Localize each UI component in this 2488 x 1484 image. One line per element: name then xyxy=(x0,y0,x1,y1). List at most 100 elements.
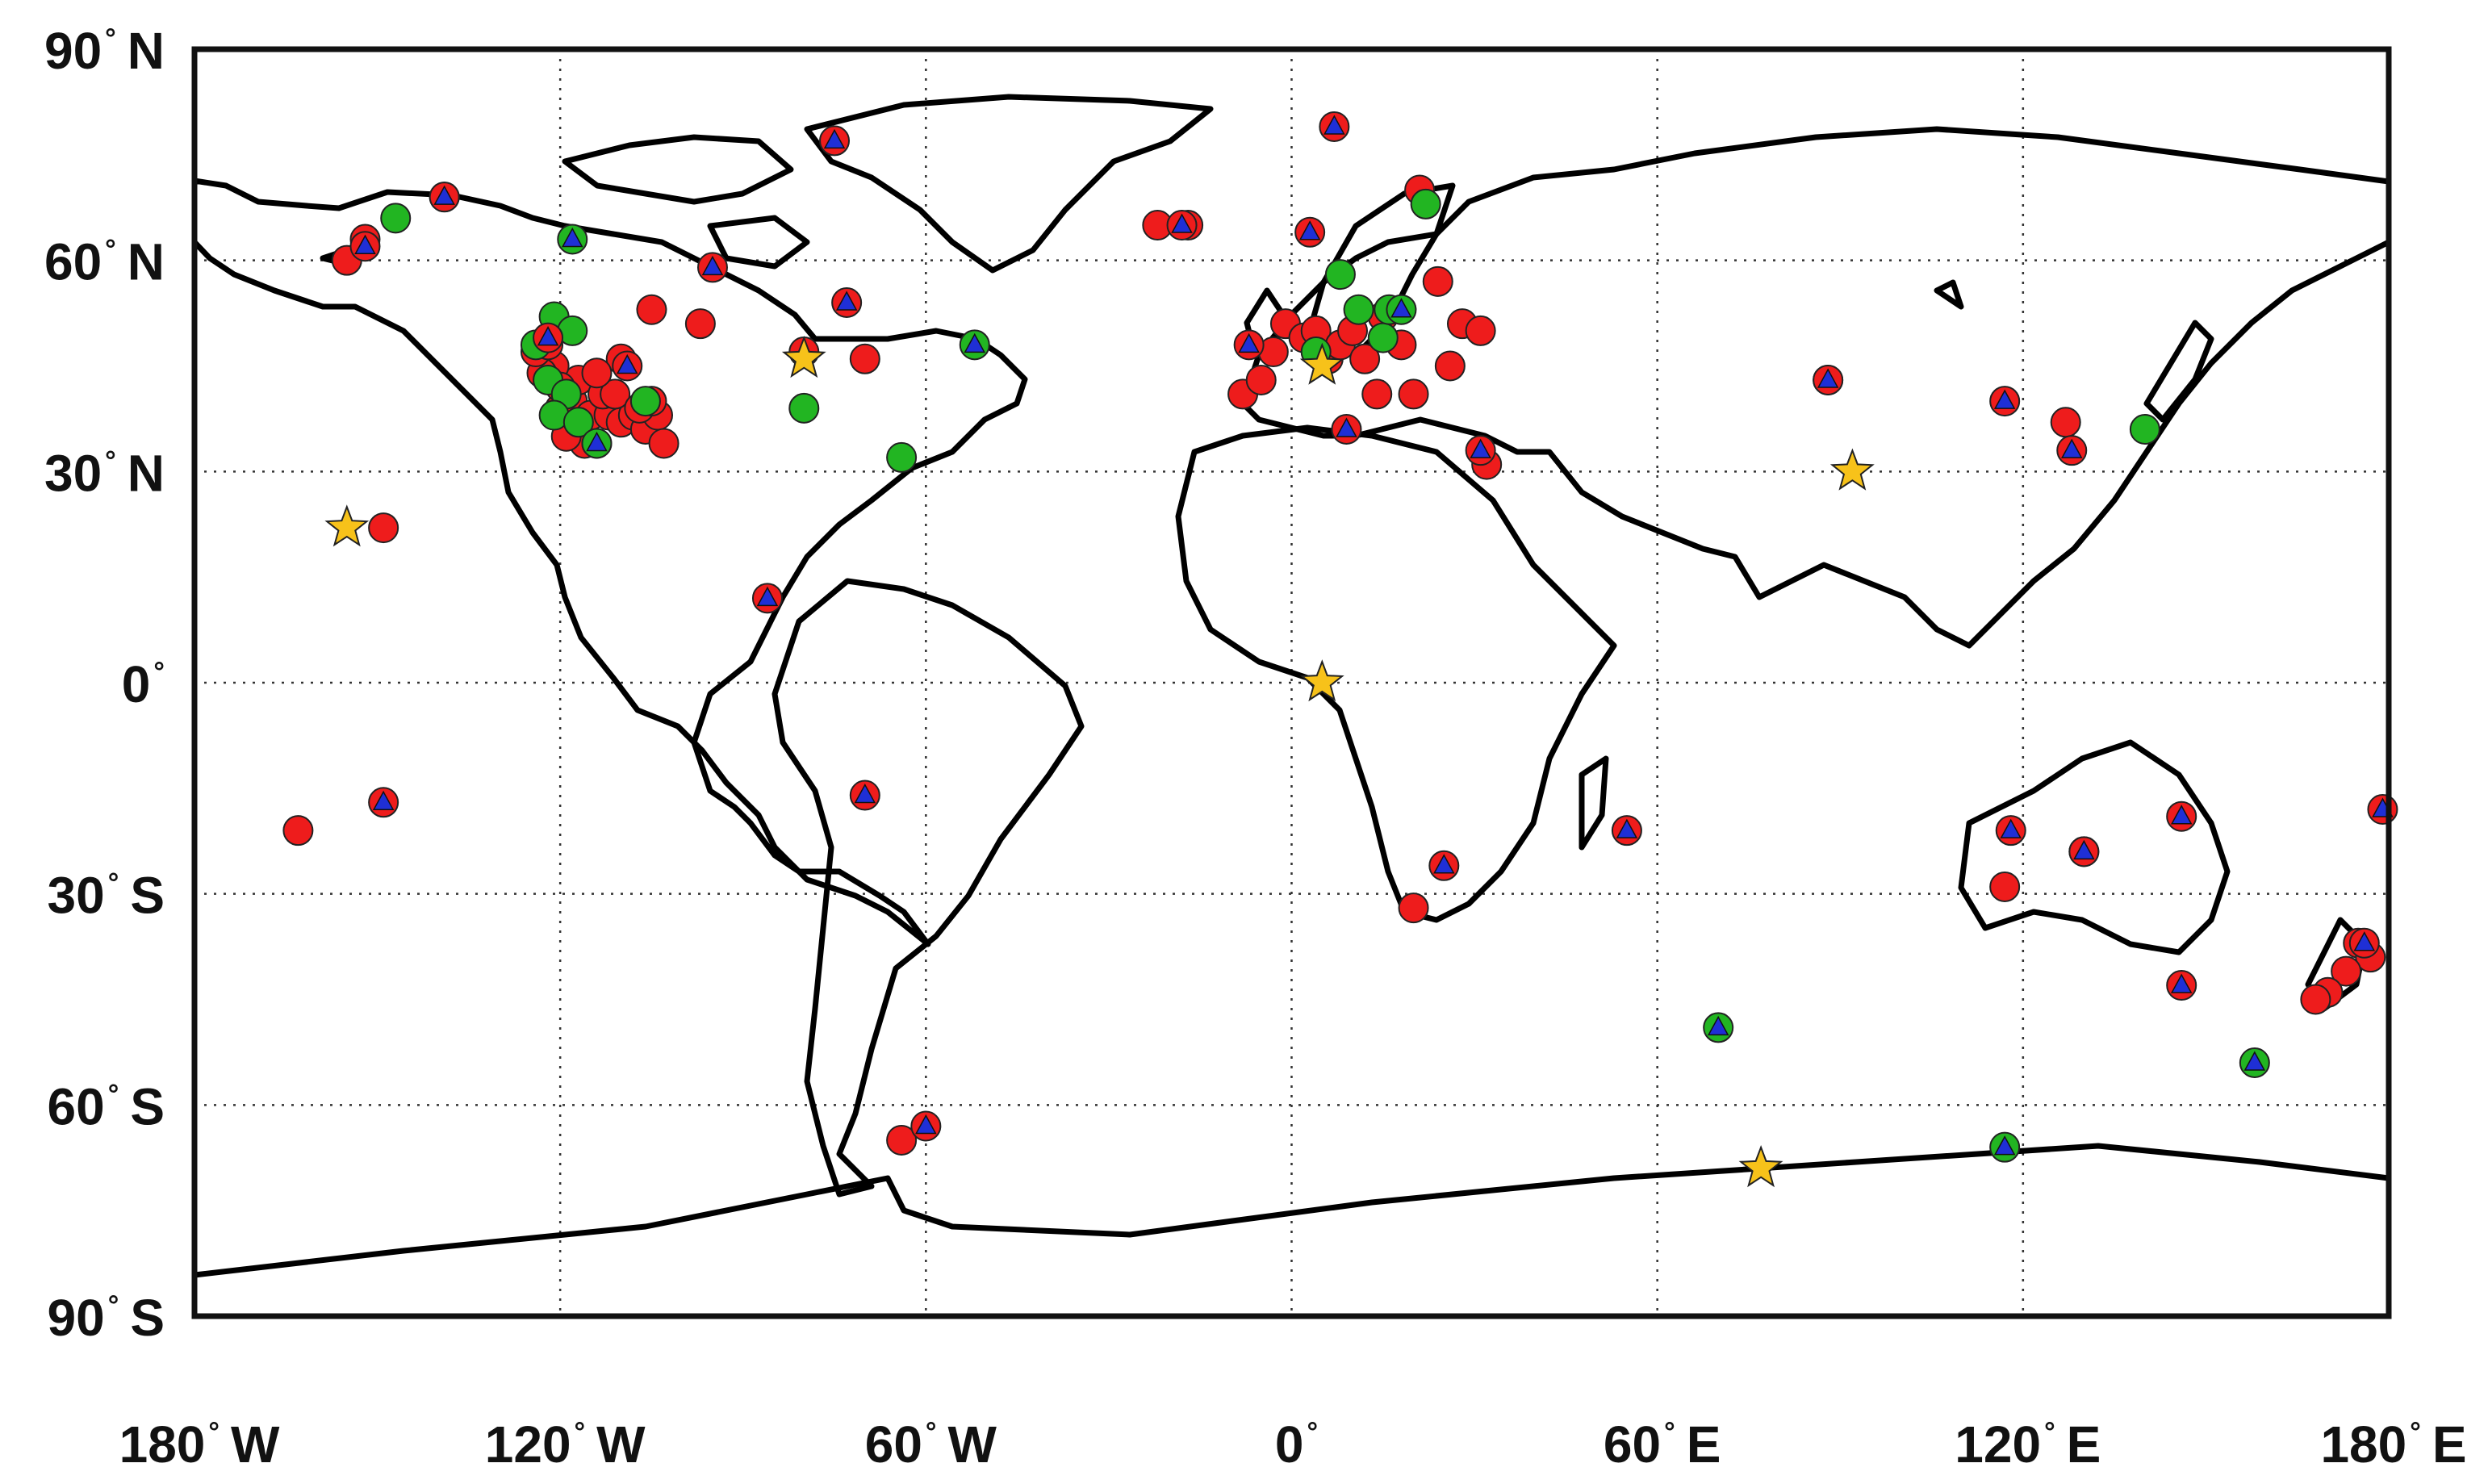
triangle-marker xyxy=(1616,818,1638,838)
triangle-marker xyxy=(1470,438,1491,458)
red-site-marker xyxy=(1398,378,1429,410)
triangle-marker xyxy=(756,586,779,607)
x-tick-label-value: 120 xyxy=(1955,1415,2041,1474)
green-site-marker xyxy=(2129,414,2160,445)
y-tick-label-value: 30 xyxy=(44,444,102,502)
x-tick-label-hemisphere: W xyxy=(231,1415,280,1474)
red-site-marker xyxy=(2050,407,2081,438)
coastline-greenland xyxy=(804,94,1214,274)
y-tick-label: 60 ° N xyxy=(44,233,165,291)
green-site-marker xyxy=(1343,294,1374,325)
y-tick-label: 90 ° N xyxy=(44,22,165,80)
triangle-marker xyxy=(1993,389,2016,409)
red-site-marker xyxy=(368,512,399,544)
triangle-marker xyxy=(1993,1135,2016,1156)
red-site-marker xyxy=(684,308,716,340)
red-site-marker xyxy=(1434,350,1466,382)
triangle-marker xyxy=(2243,1051,2266,1071)
graticule-grid xyxy=(194,49,2389,1316)
red-site-marker xyxy=(1398,892,1429,924)
x-tick-label-hemisphere: E xyxy=(2067,1415,2101,1474)
green-site-marker xyxy=(1410,188,1441,219)
degree-sign: ° xyxy=(2044,1417,2055,1448)
red-site-marker xyxy=(1361,378,1393,410)
red-site-marker xyxy=(282,815,314,847)
red-site-marker xyxy=(2300,984,2331,1015)
x-tick-label-value: 120 xyxy=(485,1415,571,1474)
triangle-marker xyxy=(1817,368,1839,388)
y-tick-label-value: 60 xyxy=(44,233,102,291)
triangle-marker xyxy=(2060,438,2083,458)
red-site-marker xyxy=(1349,343,1381,374)
degree-sign: ° xyxy=(926,1417,937,1448)
degree-sign: ° xyxy=(1664,1417,1675,1448)
green-site-marker xyxy=(886,441,918,473)
triangle-marker xyxy=(854,783,876,804)
coastline-sea-islands xyxy=(320,247,1964,310)
triangle-marker xyxy=(1336,417,1357,437)
triangle-marker xyxy=(433,185,455,205)
y-tick-label-hemisphere: N xyxy=(128,444,165,502)
coastline-africa xyxy=(1175,424,1617,923)
triangle-marker xyxy=(964,332,986,353)
degree-sign: ° xyxy=(108,868,119,899)
x-tick-label: 0 ° xyxy=(1275,1415,1318,1474)
red-site-marker xyxy=(636,294,667,325)
triangle-marker xyxy=(1323,115,1345,135)
green-site-marker xyxy=(1367,322,1399,353)
red-site-marker xyxy=(581,357,613,389)
degree-sign: ° xyxy=(575,1417,586,1448)
green-site-marker xyxy=(788,392,820,424)
degree-sign: ° xyxy=(208,1417,220,1448)
red-site-marker xyxy=(648,428,679,459)
site-markers xyxy=(282,111,2398,1188)
triangle-marker xyxy=(2170,973,2193,993)
degree-sign: ° xyxy=(1307,1417,1318,1448)
degree-sign: ° xyxy=(105,235,116,265)
degree-sign: ° xyxy=(108,1079,119,1110)
triangle-marker xyxy=(616,353,638,374)
y-tick-label-hemisphere: S xyxy=(130,1077,165,1135)
red-site-marker xyxy=(886,1124,918,1156)
triangle-marker xyxy=(1390,298,1412,318)
coastline-madagascar xyxy=(1579,755,1609,851)
star-marker xyxy=(1299,659,1344,702)
star-marker xyxy=(1738,1144,1783,1188)
y-tick-label: 0 ° xyxy=(122,655,165,713)
triangle-marker xyxy=(537,326,559,346)
star-marker xyxy=(1299,342,1344,385)
green-site-marker xyxy=(1324,259,1356,291)
degree-sign: ° xyxy=(108,1290,119,1321)
triangle-marker xyxy=(2353,931,2376,951)
degree-sign: ° xyxy=(105,23,116,54)
triangle-marker xyxy=(1238,332,1260,353)
x-tick-label: 180 ° E xyxy=(2320,1415,2466,1474)
x-tick-label-hemisphere: W xyxy=(948,1415,997,1474)
red-site-marker xyxy=(1422,265,1453,297)
triangle-marker xyxy=(1298,220,1321,240)
x-tick-label: 120 ° E xyxy=(1955,1415,2101,1474)
degree-sign: ° xyxy=(153,657,165,688)
x-tick-label: 180 ° W xyxy=(119,1415,280,1474)
triangle-marker xyxy=(835,291,858,311)
triangle-marker xyxy=(562,227,583,248)
triangle-marker xyxy=(1707,1015,1729,1036)
triangle-marker xyxy=(2170,805,2193,825)
triangle-marker xyxy=(2000,818,2022,838)
x-tick-label-value: 180 xyxy=(119,1415,206,1474)
star-marker xyxy=(324,504,370,547)
y-tick-label: 30 ° N xyxy=(44,444,165,502)
coastline-eurasia xyxy=(1240,126,2392,649)
y-tick-label-value: 60 xyxy=(48,1077,105,1135)
x-tick-label: 120 ° W xyxy=(485,1415,646,1474)
longitude-tick-labels: 180 ° W 120 ° W 60 ° W 0 ° 60 ° E 120 ° E 180 ° E xyxy=(119,1415,2467,1474)
x-tick-label-value: 0 xyxy=(1275,1415,1304,1474)
x-tick-label-hemisphere: E xyxy=(2432,1415,2467,1474)
red-site-marker xyxy=(2331,955,2362,987)
triangle-marker xyxy=(354,234,376,254)
x-tick-label: 60 ° E xyxy=(1604,1415,1721,1474)
y-tick-label-value: 90 xyxy=(48,1289,105,1347)
coastline-antarctica xyxy=(191,1143,2392,1278)
y-tick-label: 30 ° S xyxy=(48,867,165,925)
